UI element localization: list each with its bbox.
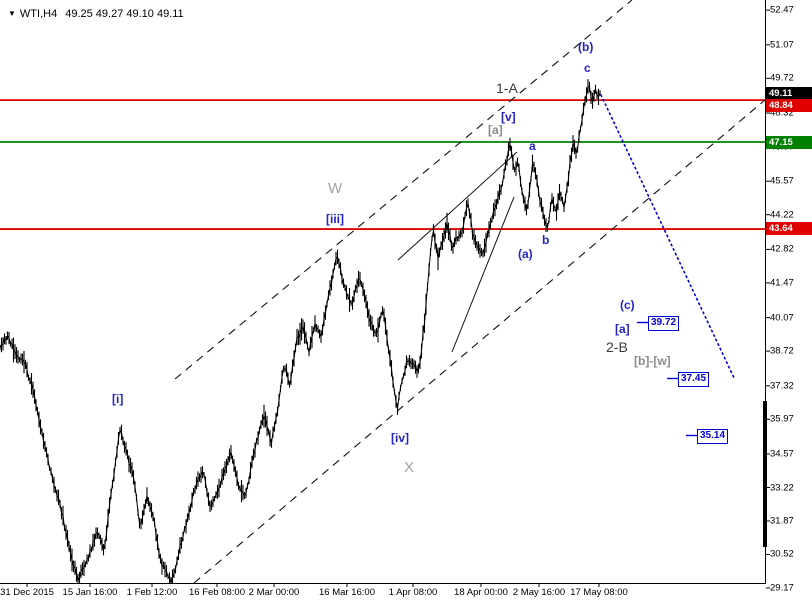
wave-label[interactable]: (b) — [578, 40, 594, 54]
target-price-label[interactable]: 39.72 — [648, 316, 680, 331]
wave-label[interactable]: X — [404, 459, 415, 476]
wave-label[interactable]: (a) — [518, 247, 533, 261]
symbol-title: ▼ WTI,H4 49.25 49.27 49.10 49.11 — [8, 8, 184, 20]
trend-channel-line[interactable] — [174, 0, 633, 380]
ohlc-values: 49.25 49.27 49.10 49.11 — [65, 8, 184, 20]
wave-label[interactable]: W — [328, 180, 343, 197]
symbol-marker-icon: ▼ — [8, 9, 16, 18]
wave-label[interactable]: c — [584, 61, 591, 75]
wave-label[interactable]: 1-A — [496, 80, 518, 96]
projection-line[interactable] — [600, 94, 736, 381]
wave-label[interactable]: b — [542, 233, 550, 247]
wave-label[interactable]: [i] — [112, 392, 124, 406]
wave-label[interactable]: [iii] — [326, 212, 344, 226]
wave-label[interactable]: [a] — [488, 123, 503, 137]
target-price-label[interactable]: 35.14 — [697, 429, 729, 444]
wave-label[interactable]: [v] — [501, 110, 516, 124]
axis-marker-bar — [763, 401, 767, 547]
wave-label[interactable]: [b]-[w] — [634, 354, 671, 368]
trendline[interactable] — [397, 151, 518, 261]
wave-label[interactable]: [a] — [615, 322, 630, 336]
target-price-label[interactable]: 37.45 — [678, 372, 710, 387]
symbol-name: WTI,H4 — [19, 8, 58, 20]
price-series-bars — [0, 79, 601, 583]
wave-label[interactable]: [iv] — [391, 431, 409, 445]
wave-label[interactable]: (c) — [620, 298, 635, 312]
trend-channel-line[interactable] — [193, 99, 766, 583]
wave-label[interactable]: 2-B — [606, 339, 628, 355]
trendline[interactable] — [451, 196, 515, 353]
wave-label[interactable]: a — [529, 139, 536, 153]
